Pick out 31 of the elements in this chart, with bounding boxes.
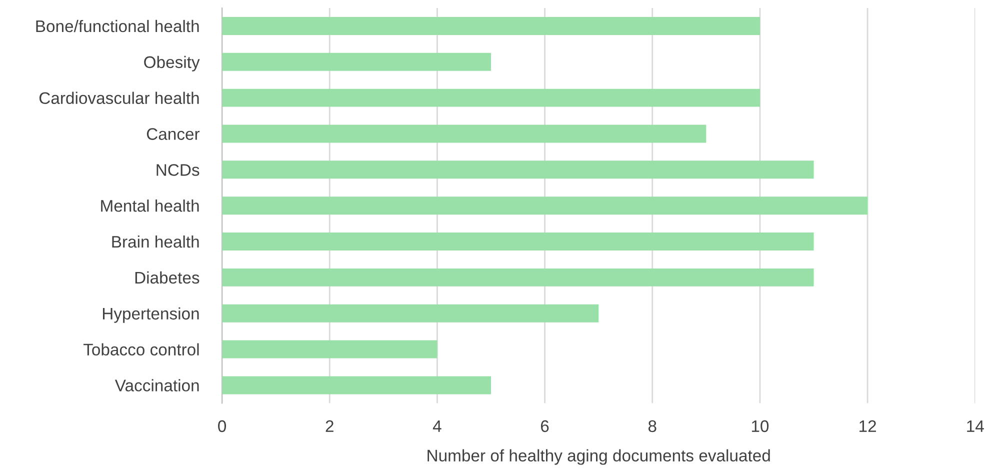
bar — [222, 16, 760, 35]
bar — [222, 196, 868, 215]
x-tick-label: 12 — [860, 420, 876, 432]
x-tick-label: 10 — [752, 420, 769, 432]
y-tick-label: Diabetes — [135, 271, 200, 284]
y-tick-label: Cardiovascular health — [39, 92, 199, 104]
bar — [222, 304, 599, 322]
bar — [222, 52, 491, 71]
y-tick-label: Cancer — [146, 128, 200, 140]
x-tick-label: 6 — [541, 420, 549, 432]
x-tick-label: 2 — [326, 420, 334, 432]
y-tick-label: Brain health — [112, 235, 199, 248]
y-tick-label: Hypertension — [102, 307, 199, 323]
bar — [222, 268, 814, 286]
x-tick-label: 8 — [648, 420, 656, 432]
x-tick-label: 4 — [432, 420, 442, 432]
bar — [222, 124, 706, 143]
bar — [222, 340, 438, 358]
x-axis-title: Number of healthy aging documents evaluated — [428, 449, 770, 465]
x-tick-label: 14 — [967, 420, 984, 432]
bar — [222, 88, 760, 107]
y-tick-label: NCDs — [156, 164, 200, 176]
y-tick-label: Tobacco control — [83, 343, 199, 356]
bar — [222, 160, 814, 179]
y-tick-label: Mental health — [101, 200, 199, 212]
y-tick-label: Bone/functional health — [36, 20, 199, 32]
bar — [222, 376, 491, 394]
y-tick-label: Obesity — [144, 56, 200, 72]
y-tick-label: Vaccination — [114, 379, 199, 392]
bar — [222, 232, 814, 250]
x-tick-label: 0 — [218, 420, 226, 432]
